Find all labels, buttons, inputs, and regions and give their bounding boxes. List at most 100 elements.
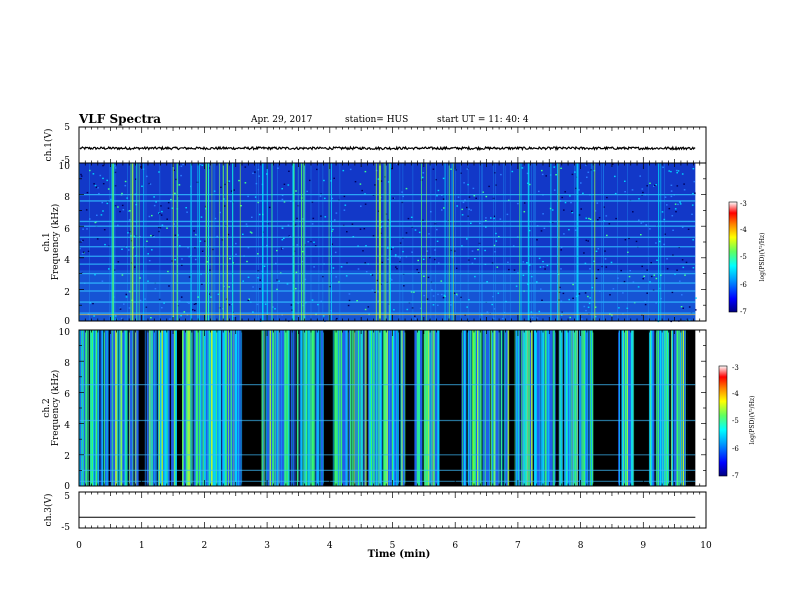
ch1-spectrogram-cell <box>571 211 574 214</box>
ch1-spectrogram-cell <box>434 258 436 261</box>
ch1-spectrogram-cell <box>463 182 465 184</box>
ch1-spectrogram-cell <box>595 250 598 252</box>
ch1-spectrogram-cell <box>426 250 429 252</box>
ch1-spectrogram-cell <box>169 318 171 320</box>
ch1-spectrogram-cell <box>517 202 519 205</box>
ch1-spectrogram-cell <box>153 204 156 207</box>
ch1-spectrogram-cell <box>484 249 486 252</box>
ch1-spectrogram-cell <box>676 172 678 174</box>
ch1-spectrogram-cell <box>553 189 556 191</box>
ch1-waveform-panel: 5 -5 ch.1(V) <box>43 123 707 166</box>
ch1-spectrogram-cell <box>434 249 436 251</box>
ch1-spectrogram-cell <box>585 239 588 242</box>
ch1-spectrogram-cell <box>130 240 133 242</box>
ch1-spectrogram-cell <box>246 260 248 263</box>
ch1-spectrogram-cell <box>123 303 125 305</box>
ch1-ytick-bottom: -5 <box>61 156 70 166</box>
ch1-spectrogram-cell <box>92 173 95 175</box>
ch1-ylabel: ch.1(V) <box>43 129 54 162</box>
ch1-waveform-ticks <box>78 127 707 163</box>
ch1-spectrogram-cell <box>399 257 401 259</box>
ch1-spectrogram-cell <box>387 181 390 183</box>
ch1-spectrogram-cell <box>174 234 177 236</box>
ch1-spectrogram-cell <box>363 228 366 230</box>
ch1-spectrogram-cell <box>163 302 165 304</box>
ch1-spectrogram-cell <box>110 198 112 201</box>
ch1-spectrogram-cell <box>204 205 207 208</box>
ch1-spectrogram-cell <box>635 240 638 243</box>
ch1-spectrogram-cell <box>426 298 429 300</box>
ch1-spectrogram-cell <box>102 210 104 212</box>
ch1-spectrogram-cell <box>365 245 367 247</box>
ch1-spectrogram-cell <box>360 205 362 207</box>
ch1-spectrogram-cell <box>594 210 597 212</box>
ch1-spectrogram-cell <box>127 210 130 212</box>
ch1-spectrogram-cell <box>406 308 409 311</box>
ch1-spectrogram-cell <box>396 163 398 165</box>
ch1-spectrogram-cell <box>496 266 499 268</box>
ch1-spectrogram-cell <box>668 170 670 172</box>
ch1-spectrogram-cell <box>283 201 286 203</box>
ch1-spectrogram-cell <box>461 208 463 211</box>
ch1-spectrogram-cell <box>441 293 443 296</box>
ch1-spectrogram-cell <box>475 197 477 199</box>
ch1-spectrogram-cell <box>679 203 682 205</box>
ch1-spectrogram-cell <box>301 260 304 263</box>
ch1-spectrogram-cell <box>391 167 393 170</box>
ch1-spectrogram-cell <box>431 289 433 291</box>
ch1-spectrogram-cell <box>354 181 357 183</box>
ch1-spectrogram-cell <box>181 264 183 266</box>
ch1-spectrogram-cell <box>429 256 431 259</box>
ch1-spectrogram-cell <box>121 248 123 250</box>
ch1-spectrogram-cell <box>180 165 183 167</box>
ch1-spectrogram-cell <box>240 205 242 207</box>
ch1-spectrogram-cell <box>250 232 253 234</box>
ch1-spectrogram-cell <box>644 303 647 306</box>
ch1-spectrogram-cell <box>670 195 673 198</box>
ch1-spectrogram-cell <box>147 280 149 282</box>
ch1-spectrogram-cell <box>133 235 136 237</box>
ch1-spectrogram-cell <box>466 206 468 209</box>
ch1-spectrogram-cell <box>257 253 259 255</box>
ch1-spectrogram-cell <box>396 268 398 270</box>
ch1-spectrogram-cell <box>668 207 671 210</box>
ch3-ytick-top: 5 <box>64 492 70 502</box>
ch1-spectrogram-cell <box>346 262 348 264</box>
ch1-spectrogram-cell <box>683 189 686 191</box>
ch1-spectrogram-cell <box>166 218 168 220</box>
ch1-spectrogram-cell <box>559 286 561 289</box>
ch1-spectrogram-cell <box>125 296 128 298</box>
ch1-spectrogram-cell <box>471 250 474 252</box>
ch1-spectrogram-cell <box>605 215 608 217</box>
ch1-spectrogram-cell <box>523 211 526 213</box>
ch1-spectrogram-cell <box>199 240 202 242</box>
ch1-spectrogram-cell <box>225 298 228 300</box>
ch1-spectrogram-cell <box>364 193 366 195</box>
ch1-spectrogram-cell <box>646 185 648 187</box>
ch1-spectrogram-cell <box>492 295 494 298</box>
ch1-spectrogram-cell <box>230 303 233 306</box>
ch1-spectrogram-cell <box>572 297 574 299</box>
ch1-spectrogram-cell <box>235 253 237 255</box>
ch1-spectrogram-cell <box>171 260 173 262</box>
ch1-spectrogram-ticks <box>78 162 707 322</box>
time-axis-tick-label: 3 <box>264 541 270 551</box>
ch1-spectrogram-cell <box>589 218 592 220</box>
ch1-spectrogram-cell <box>526 262 528 264</box>
ch1-spectrogram-cell <box>605 266 608 268</box>
ch1-spectrogram-cell <box>148 260 151 262</box>
ch1-spectrogram-cell <box>466 238 468 240</box>
ch2-colorbar-tick-3: -3 <box>732 364 739 372</box>
ch1-spectrogram-cell <box>474 275 476 278</box>
ch1-spectrogram-cell <box>103 229 106 231</box>
ch1-spectrogram-cell <box>348 293 351 295</box>
ch1-spectrogram-cell <box>89 302 91 304</box>
ch1-spectrogram-cell <box>585 309 587 312</box>
ch1-spectrogram-cell <box>380 283 382 285</box>
ch1-spectrogram-cell <box>594 306 597 308</box>
ch1-spectrogram-cell <box>578 189 580 191</box>
ch1-spectrogram-cell <box>468 299 470 301</box>
ch1-spectrogram-cell <box>461 245 463 247</box>
ch1-waveform-trace <box>79 145 696 152</box>
ch1-frequency-axis-label: Frequency (kHz) <box>50 204 61 281</box>
